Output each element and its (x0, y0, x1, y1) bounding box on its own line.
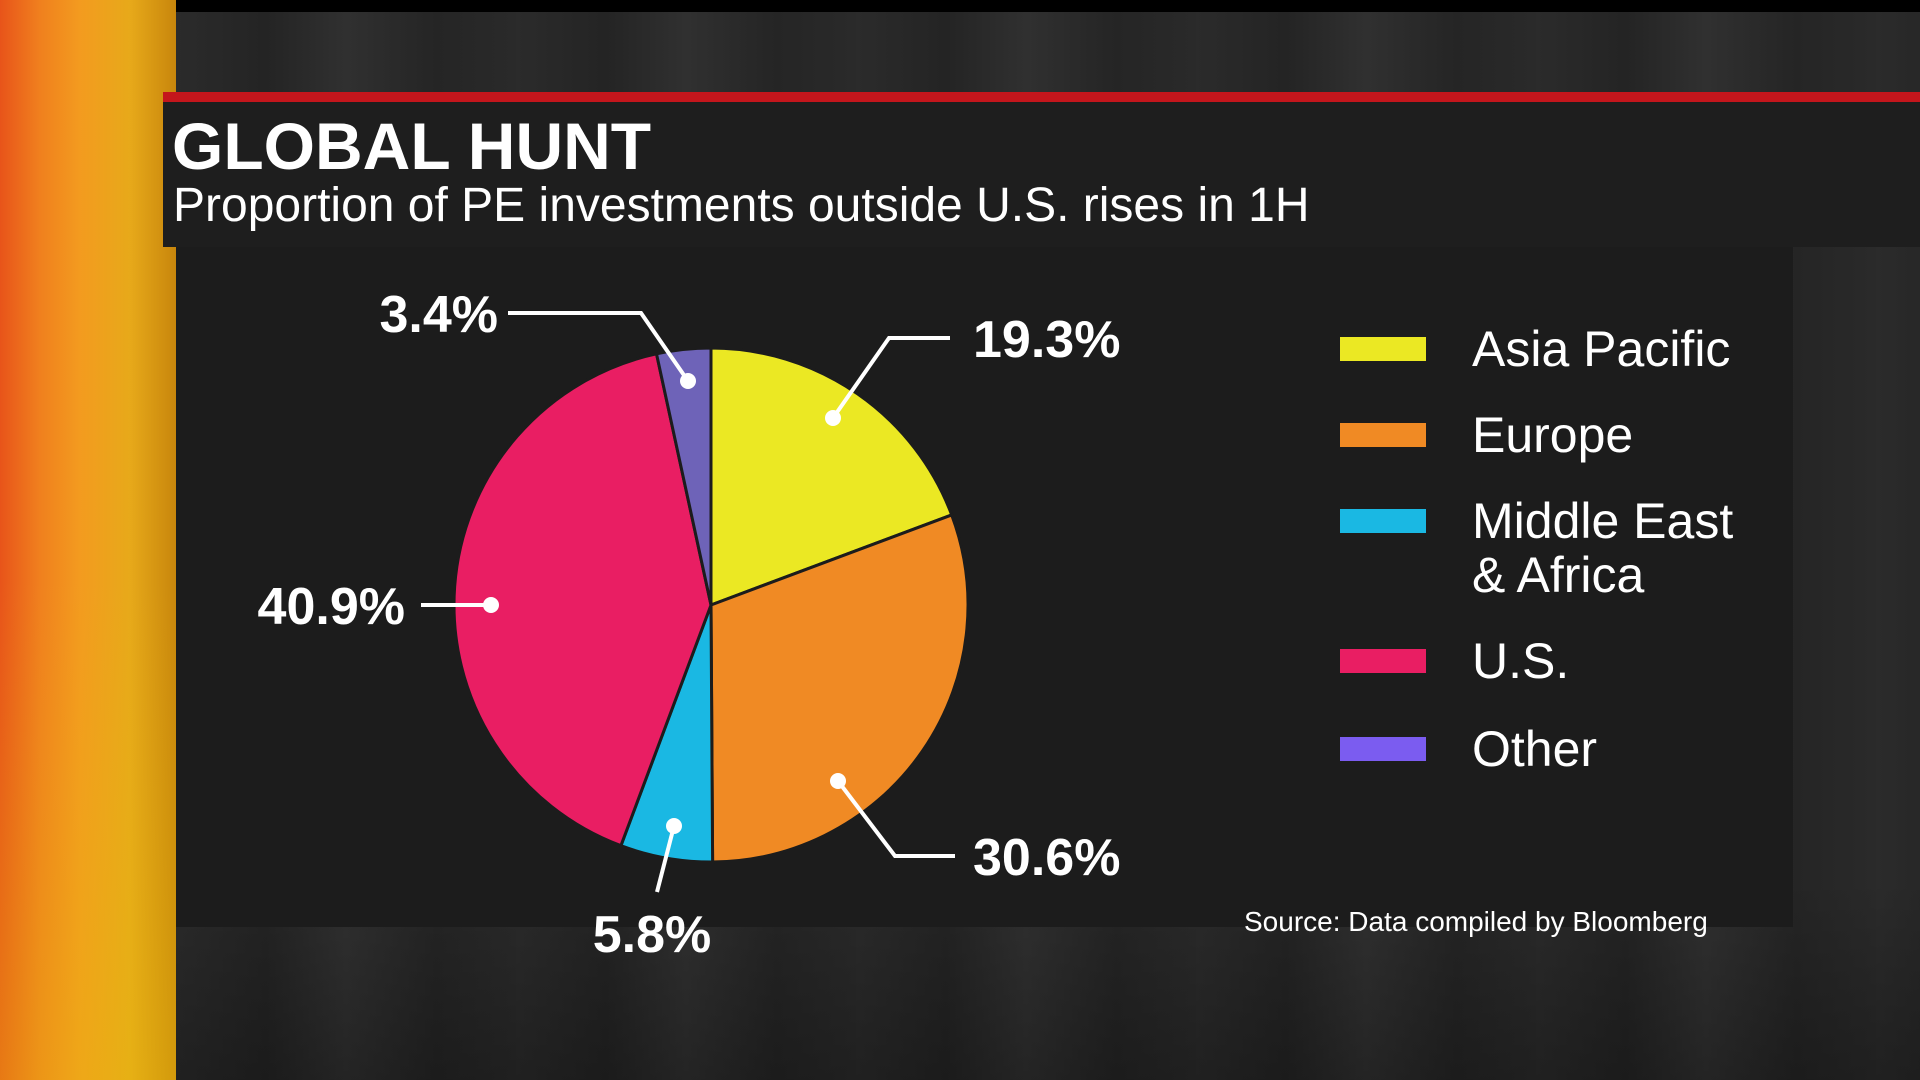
pie-slices (452, 346, 970, 864)
legend-item-europe: Europe (1340, 408, 1760, 494)
leader-dot-europe (830, 773, 846, 789)
leader-line-middle-east-africa (655, 825, 676, 893)
legend-item-us: U.S. (1340, 634, 1760, 722)
title-panel (163, 92, 1920, 247)
source-note: Source: Data compiled by Bloomberg (1244, 906, 1708, 937)
legend-swatch-middle-east-africa (1340, 509, 1426, 533)
data-labels: 19.3% 30.6% 5.8% 40.9% 3.4% (258, 286, 1121, 964)
legend-label-us: U.S. (1472, 633, 1570, 689)
legend: Asia Pacific Europe Middle East & Africa… (1340, 322, 1760, 808)
data-label-middle-east-africa: 5.8% (593, 906, 712, 964)
pie-slice-europe (709, 512, 970, 864)
side-accent-bar (0, 0, 176, 1080)
chart-subtitle: Proportion of PE investments outside U.S… (173, 179, 1310, 232)
legend-item-middle-east-africa: Middle East & Africa (1340, 494, 1760, 634)
legend-item-asia-pacific: Asia Pacific (1340, 322, 1760, 408)
legend-label-other: Other (1472, 721, 1598, 777)
legend-item-other: Other (1340, 722, 1760, 808)
leader-lines (421, 311, 955, 893)
legend-label-asia-pacific: Asia Pacific (1472, 321, 1731, 377)
legend-swatch-europe (1340, 423, 1426, 447)
data-label-us: 40.9% (258, 578, 405, 636)
legend-label-africa: & Africa (1472, 547, 1645, 603)
legend-swatch-us (1340, 649, 1426, 673)
leader-line-asia-pacific (831, 336, 950, 420)
leader-dot-us (483, 597, 499, 613)
pie-slice-other (654, 346, 713, 606)
data-label-europe: 30.6% (973, 829, 1120, 887)
leader-dot-middle-east-africa (666, 818, 682, 834)
pie-slice-asia-pacific (709, 346, 954, 608)
legend-label-middle-east: Middle East (1472, 493, 1734, 549)
leader-dot-asia-pacific (825, 410, 841, 426)
chart-title: GLOBAL HUNT (172, 109, 652, 183)
leader-line-europe (836, 779, 955, 858)
legend-label-europe: Europe (1472, 407, 1634, 463)
top-strip (0, 0, 1920, 12)
data-label-other: 3.4% (379, 286, 498, 344)
leader-line-other (508, 311, 690, 383)
pie-slice-us (452, 352, 713, 848)
leader-dot-other (680, 373, 696, 389)
legend-swatch-other (1340, 737, 1426, 761)
data-label-asia-pacific: 19.3% (973, 311, 1120, 369)
chart-area (176, 247, 1793, 927)
legend-swatch-asia-pacific (1340, 337, 1426, 361)
